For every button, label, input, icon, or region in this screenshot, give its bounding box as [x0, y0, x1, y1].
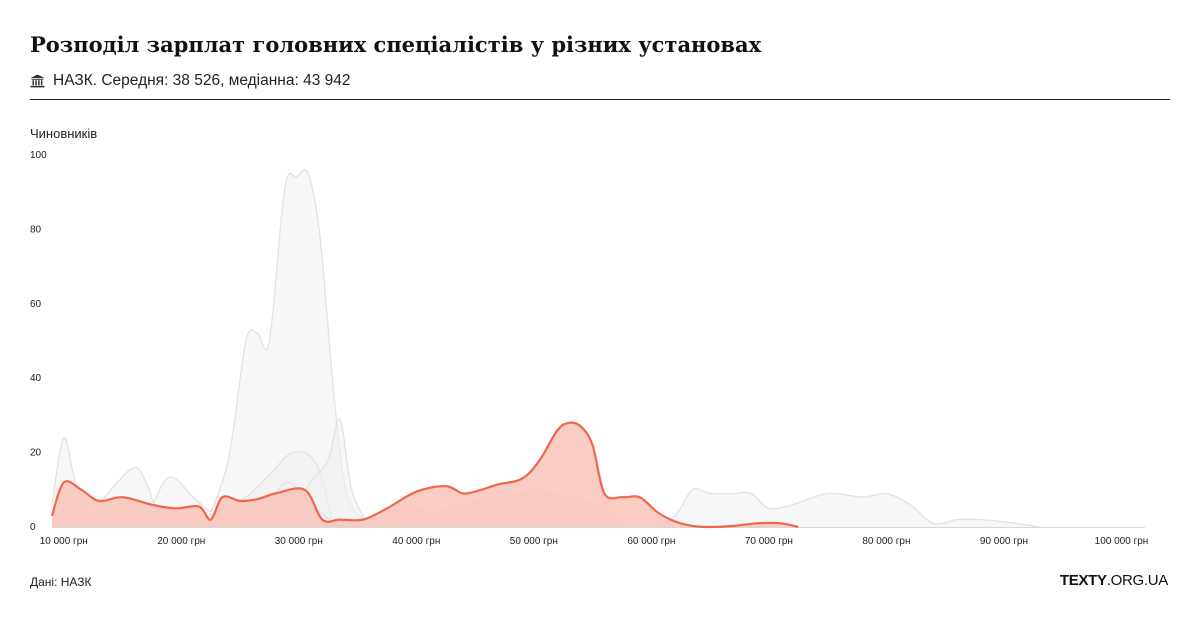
x-tick-label: 90 000 грн — [980, 536, 1028, 547]
subtitle-text: НАЗК. Середня: 38 526, медіанна: 43 942 — [53, 72, 351, 89]
chart-subtitle: НАЗК. Середня: 38 526, медіанна: 43 942 — [30, 72, 351, 90]
background-series-line — [651, 488, 1040, 528]
highlighted-series — [50, 421, 799, 529]
header-divider — [30, 99, 1170, 100]
background-series — [651, 488, 1040, 528]
y-tick-label: 80 — [30, 224, 42, 235]
background-series-area — [651, 488, 1040, 527]
y-axis-label: Чиновників — [30, 126, 98, 141]
y-tick-label: 40 — [30, 373, 42, 384]
data-source: Дані: НАЗК — [30, 575, 92, 589]
y-tick-label: 0 — [30, 522, 36, 533]
x-tick-label: 40 000 грн — [392, 536, 440, 547]
x-tick-label: 80 000 грн — [862, 536, 910, 547]
x-tick-label: 30 000 грн — [275, 536, 323, 547]
x-tick-label: 20 000 грн — [157, 536, 205, 547]
x-tick-label: 60 000 грн — [627, 536, 675, 547]
background-series-line — [286, 418, 370, 528]
x-tick-label: 10 000 грн — [40, 536, 88, 547]
background-series-area — [204, 169, 387, 527]
x-tick-label: 70 000 грн — [745, 536, 793, 547]
x-tick-label: 100 000 грн — [1095, 536, 1149, 547]
highlighted-series-line — [50, 421, 799, 529]
y-tick-label: 100 — [30, 150, 47, 161]
x-tick-label: 50 000 грн — [510, 536, 558, 547]
brand-bold: TEXTY — [1059, 572, 1107, 589]
bank-building-icon — [30, 74, 45, 88]
chart-title: Розподіл зарплат головних спеціалістів у… — [30, 32, 762, 57]
y-tick-label: 60 — [30, 299, 42, 310]
y-tick-label: 20 — [30, 448, 42, 459]
brand-light: .ORG.UA — [1106, 572, 1169, 589]
brand-logo[interactable]: TEXTY.ORG.UA — [1060, 572, 1168, 589]
